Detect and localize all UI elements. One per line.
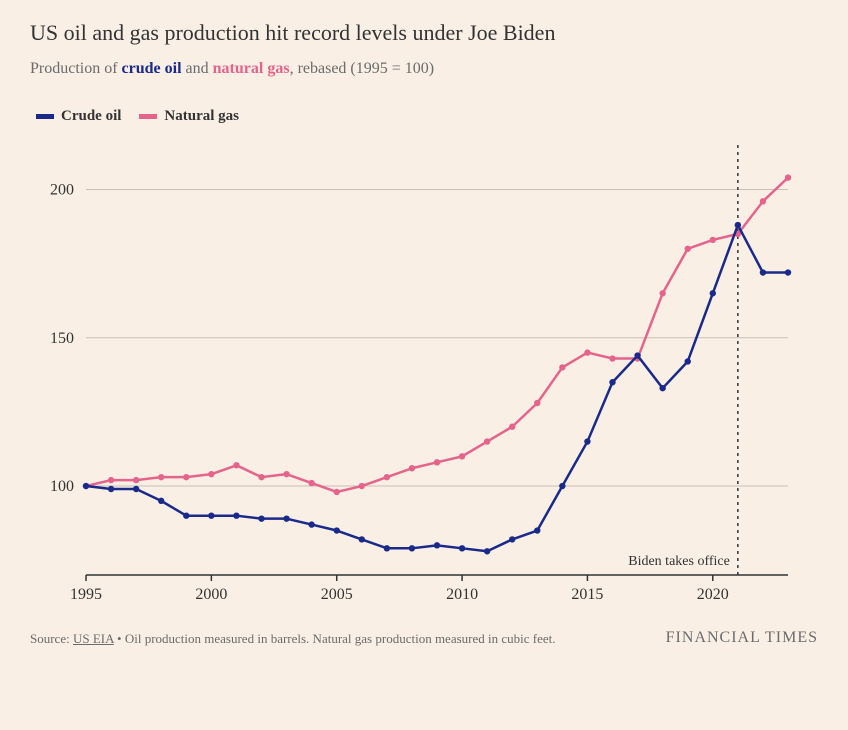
svg-text:2005: 2005 (321, 586, 353, 603)
legend-swatch-gas (139, 114, 157, 119)
line-chart-svg: 100 150 200 1995 2000 2005 2010 2015 2020 Biden t… (30, 135, 818, 615)
legend-label-oil: Crude oil (61, 108, 121, 125)
svg-text:2000: 2000 (195, 586, 227, 603)
subtitle-mid: and (182, 60, 213, 77)
svg-text:1995: 1995 (70, 586, 102, 603)
svg-text:2010: 2010 (446, 586, 478, 603)
svg-text:2020: 2020 (697, 586, 729, 603)
chart-title: US oil and gas production hit record lev… (30, 20, 818, 46)
legend-swatch-oil (36, 114, 54, 119)
svg-text:2015: 2015 (571, 586, 603, 603)
subtitle-gas: natural gas (213, 60, 290, 77)
source-link[interactable]: US EIA (73, 631, 114, 646)
source-post: • Oil production measured in barrels. Na… (114, 631, 556, 646)
svg-text:Biden takes office: Biden takes office (628, 554, 730, 569)
svg-text:150: 150 (50, 330, 74, 347)
chart-footer: Source: US EIA • Oil production measured… (30, 629, 818, 647)
legend: Crude oil Natural gas (30, 108, 818, 125)
svg-text:100: 100 (50, 478, 74, 495)
chart-subtitle: Production of crude oil and natural gas,… (30, 60, 818, 78)
brand-label: FINANCIAL TIMES (666, 629, 818, 647)
legend-item-oil: Crude oil (36, 108, 121, 125)
subtitle-oil: crude oil (122, 60, 182, 77)
svg-text:200: 200 (50, 181, 74, 198)
legend-label-gas: Natural gas (164, 108, 239, 125)
source-note: Source: US EIA • Oil production measured… (30, 631, 556, 647)
source-pre: Source: (30, 631, 73, 646)
subtitle-post: , rebased (1995 = 100) (290, 60, 435, 77)
chart-card: US oil and gas production hit record lev… (0, 0, 848, 730)
subtitle-pre: Production of (30, 60, 122, 77)
plot-area: 100 150 200 1995 2000 2005 2010 2015 2020 Biden t… (30, 135, 818, 615)
legend-item-gas: Natural gas (139, 108, 239, 125)
